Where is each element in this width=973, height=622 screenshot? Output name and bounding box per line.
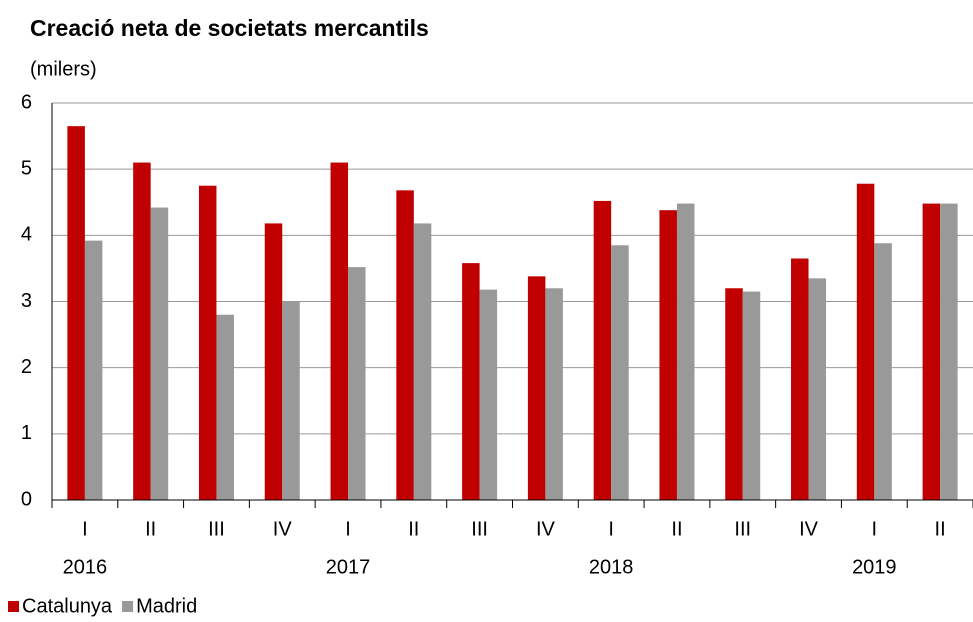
legend-swatch [8,601,19,612]
x-tick-label: II [145,518,156,540]
bar [874,243,892,501]
bar [330,162,349,501]
bar [413,223,432,500]
bar [282,301,300,500]
legend-swatch [122,601,134,612]
x-group-label: 2019 [852,556,897,578]
chart-title: Creació neta de societats mercantils [30,15,429,41]
bar [479,289,498,500]
bar [791,258,809,500]
bar [725,288,743,500]
y-tick-label: 4 [21,224,32,246]
x-tick-label: II [671,518,682,540]
y-tick-label: 6 [21,91,32,113]
legend-label: Madrid [136,595,197,617]
bar [940,203,958,500]
x-tick-label: IV [536,518,556,540]
bar [676,203,695,500]
x-group-label: 2018 [589,556,634,578]
x-tick-label: II [935,518,946,540]
x-tick-label: IV [273,518,293,540]
bar [216,314,234,500]
y-tick-label: 1 [21,422,32,444]
x-tick-label: I [345,518,351,540]
x-tick-label: II [408,518,419,540]
x-tick-label: I [608,518,614,540]
bar [348,267,366,500]
bar [462,263,480,500]
x-tick-label: I [872,518,878,540]
bar [150,207,169,500]
x-tick-label: III [208,518,225,540]
y-tick-label: 2 [21,356,32,378]
y-tick-label: 5 [21,157,32,179]
x-tick-label: III [471,518,488,540]
x-tick-label: III [734,518,751,540]
bar [808,278,827,500]
bar [84,240,103,501]
bar [133,162,151,501]
bar [856,183,875,500]
x-group-label: 2017 [326,556,371,578]
legend-label: Catalunya [22,595,113,617]
bar [593,200,612,500]
bar [67,126,85,501]
x-tick-label: IV [799,518,819,540]
bar [545,288,563,500]
y-tick-label: 3 [21,290,32,312]
x-tick-label: I [82,518,88,540]
bar [922,203,941,500]
bar [527,276,546,500]
y-tick-label: 0 [21,488,32,510]
x-group-label: 2016 [63,556,108,578]
bar [264,223,283,500]
chart-subtitle: (milers) [30,58,97,80]
bar [198,185,217,501]
bar [396,190,414,500]
bar [742,291,761,500]
bar [611,245,629,500]
bar [659,210,677,500]
